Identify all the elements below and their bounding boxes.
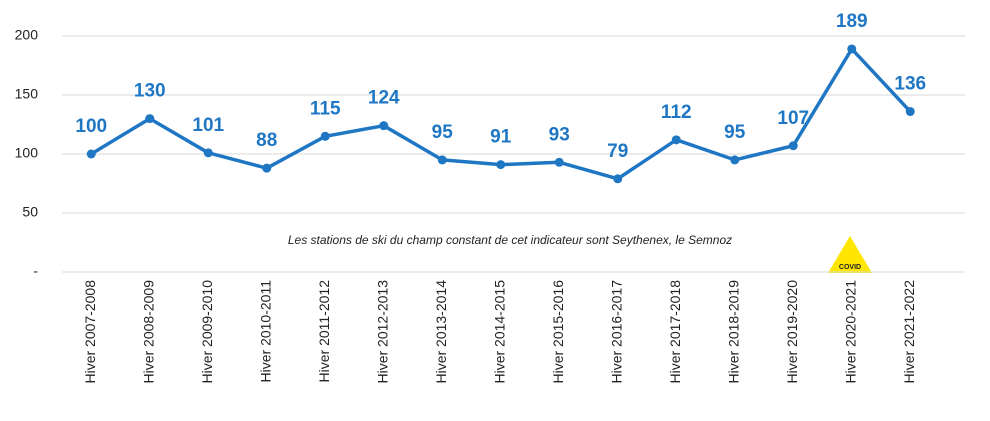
y-tick-label: 150 bbox=[15, 86, 39, 102]
point bbox=[262, 163, 272, 173]
x-tick-label: Hiver 2017-2018 bbox=[667, 280, 683, 384]
point bbox=[671, 135, 681, 145]
x-tick-label: Hiver 2010-2011 bbox=[257, 280, 273, 383]
data-label: 112 bbox=[661, 102, 692, 123]
data-label: 124 bbox=[368, 88, 400, 109]
y-tick-label: - bbox=[33, 263, 38, 279]
y-tick-label: 50 bbox=[22, 204, 38, 220]
data-label: 130 bbox=[134, 81, 166, 102]
y-tick-label: 100 bbox=[15, 145, 39, 161]
point bbox=[437, 155, 447, 165]
data-label: 91 bbox=[490, 127, 512, 148]
x-tick-label: Hiver 2009-2010 bbox=[199, 280, 215, 384]
x-tick-label: Hiver 2020-2021 bbox=[842, 280, 858, 384]
covid-marker bbox=[828, 236, 872, 273]
x-tick-label: Hiver 2011-2012 bbox=[316, 280, 332, 383]
point bbox=[203, 148, 213, 158]
x-tick-label: Hiver 2021-2022 bbox=[901, 280, 917, 384]
point bbox=[86, 149, 96, 159]
data-label: 101 bbox=[192, 115, 224, 136]
data-label: 115 bbox=[310, 98, 341, 119]
data-label: 100 bbox=[75, 116, 107, 137]
data-label: 79 bbox=[607, 141, 628, 162]
point bbox=[788, 141, 798, 151]
x-tick-label: Hiver 2018-2019 bbox=[725, 280, 741, 384]
x-tick-label: Hiver 2019-2020 bbox=[784, 280, 800, 384]
point bbox=[905, 107, 915, 117]
point bbox=[730, 155, 740, 165]
point bbox=[554, 157, 564, 167]
y-tick-label: 200 bbox=[15, 27, 39, 43]
point bbox=[320, 131, 330, 141]
point bbox=[613, 174, 623, 184]
x-tick-label: Hiver 2007-2008 bbox=[82, 280, 98, 384]
data-label: 88 bbox=[256, 130, 277, 151]
point bbox=[847, 44, 857, 54]
annotation: Les stations de ski du champ constant de… bbox=[288, 233, 732, 247]
point bbox=[145, 114, 155, 124]
data-label: 189 bbox=[836, 11, 868, 32]
x-tick-label: Hiver 2014-2015 bbox=[491, 280, 507, 384]
point bbox=[496, 160, 506, 170]
x-tick-label: Hiver 2015-2016 bbox=[550, 280, 566, 384]
data-label: 95 bbox=[432, 122, 454, 143]
data-label: 95 bbox=[724, 122, 746, 143]
x-tick-label: Hiver 2013-2014 bbox=[433, 280, 449, 384]
data-label: 136 bbox=[894, 74, 926, 95]
data-label: 93 bbox=[549, 124, 570, 145]
x-tick-label: Hiver 2008-2009 bbox=[140, 280, 156, 384]
x-tick-label: Hiver 2012-2013 bbox=[374, 280, 390, 384]
x-tick-label: Hiver 2016-2017 bbox=[608, 280, 624, 384]
data-label: 107 bbox=[777, 108, 809, 129]
point bbox=[379, 121, 389, 131]
annotation: COVID bbox=[839, 264, 861, 271]
